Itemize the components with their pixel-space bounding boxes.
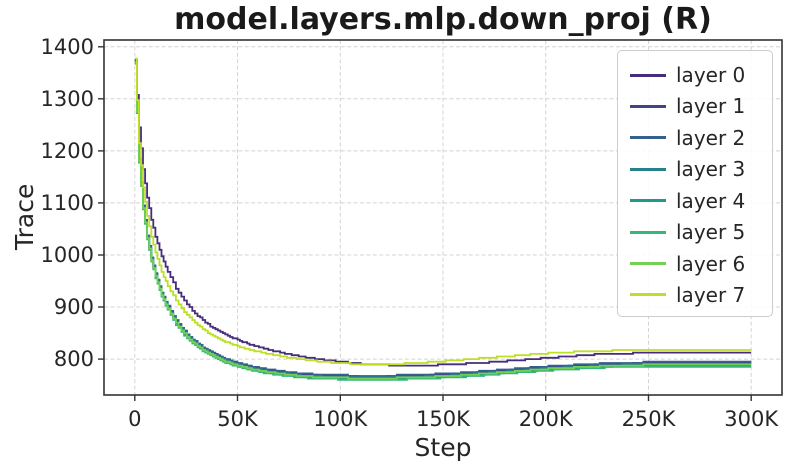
legend-entry-layer-5: layer 5 — [630, 217, 764, 247]
y-tick-label: 900 — [54, 295, 94, 319]
legend-line-swatch — [630, 104, 666, 108]
legend-entry-layer-0: layer 0 — [630, 60, 764, 90]
y-tick-label: 1100 — [41, 191, 94, 215]
legend-entry-layer-7: layer 7 — [630, 280, 764, 310]
legend-entry-layer-6: layer 6 — [630, 249, 764, 279]
legend-label: layer 7 — [676, 282, 746, 307]
legend-label: layer 0 — [676, 63, 746, 87]
legend-line-swatch — [630, 199, 666, 203]
legend-entry-layer-2: layer 2 — [630, 123, 764, 153]
x-axis-label: Step — [414, 433, 472, 462]
legend-entry-layer-3: layer 3 — [630, 154, 764, 184]
x-tick-label: 150K — [416, 407, 471, 431]
series-line-layer-7 — [134, 57, 752, 366]
legend-label: layer 1 — [676, 94, 746, 119]
legend-line-swatch — [630, 230, 666, 234]
x-tick-label: 0 — [128, 407, 141, 431]
legend: layer 0 layer 1 layer 2 layer 3 layer 4 layer… — [617, 50, 773, 317]
x-tick-label: 50K — [217, 407, 259, 431]
legend-line-swatch — [630, 293, 666, 297]
series-line-layer-2 — [134, 58, 752, 377]
legend-line-swatch — [630, 262, 666, 266]
y-tick-label: 1300 — [41, 87, 94, 111]
legend-line-swatch — [630, 167, 666, 171]
legend-entry-layer-4: layer 4 — [630, 186, 764, 216]
legend-label: layer 4 — [676, 188, 746, 213]
legend-line-swatch — [630, 73, 666, 77]
chart-title: model.layers.mlp.down_proj (R) — [174, 2, 712, 37]
y-axis-label: Trace — [10, 183, 39, 250]
y-tick-label: 1400 — [41, 35, 94, 59]
series-line-layer-0 — [134, 61, 752, 367]
x-tick-label: 200K — [519, 407, 574, 431]
legend-entry-layer-1: layer 1 — [630, 91, 764, 121]
y-tick-label: 800 — [54, 347, 94, 371]
y-tick-label: 1200 — [41, 139, 94, 163]
legend-line-swatch — [630, 136, 666, 140]
series-line-layer-6 — [134, 61, 752, 380]
legend-label: layer 5 — [676, 220, 746, 245]
x-tick-label: 300K — [724, 407, 779, 431]
x-tick-label: 250K — [622, 407, 677, 431]
y-tick-label: 1000 — [41, 243, 94, 267]
x-tick-label: 100K — [313, 407, 368, 431]
legend-label: layer 2 — [676, 125, 746, 150]
legend-label: layer 3 — [676, 157, 746, 182]
legend-label: layer 6 — [676, 251, 746, 276]
